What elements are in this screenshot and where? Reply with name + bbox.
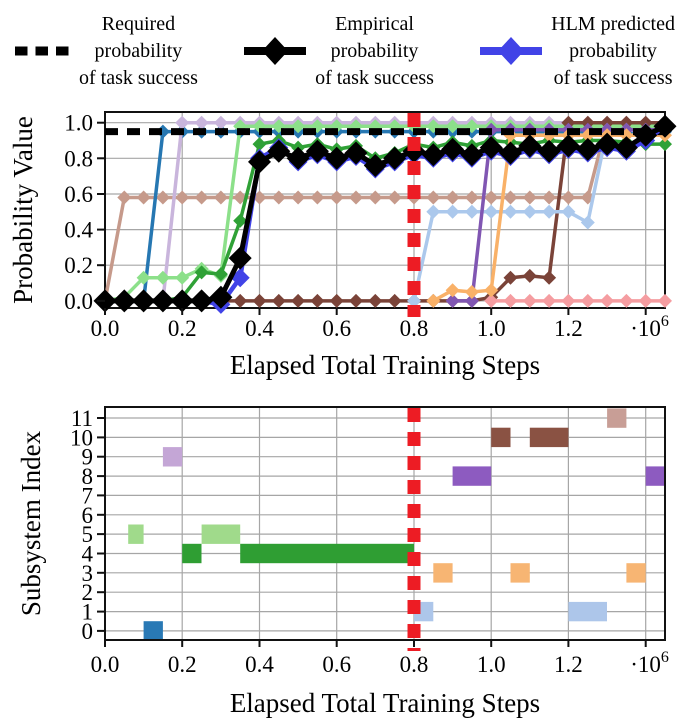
x-tick-label: 1.0 xyxy=(477,652,506,677)
subsystem-active-block xyxy=(645,466,665,486)
y-tick-label: 5 xyxy=(82,522,94,547)
subsystem-active-block xyxy=(568,601,607,622)
y-tick-label: 7 xyxy=(82,483,94,508)
x-axis-exponent: ·106 xyxy=(630,649,669,677)
x-tick-label: 0.0 xyxy=(91,316,120,341)
subsystem-chart-mount: 0.0 0.2 0.4 0.6 0.8 1.0 1.2 ·106 0 1 2 3 4 5 6 7 8 9 10 11 E… xyxy=(0,385,697,724)
probability-chart: 0.0 0.2 0.4 0.6 0.8 1.0 1.2 ·106 0.0 0.2 0.4 0.6 0.8… xyxy=(8,111,677,380)
y-tick-label: 0.0 xyxy=(64,289,93,314)
y-tick-label: 10 xyxy=(70,425,93,450)
legend-label-line: probability xyxy=(94,39,183,62)
marker-diamond xyxy=(262,37,289,65)
y-tick-label: 6 xyxy=(82,503,94,528)
subsystem-active-block xyxy=(143,621,163,641)
y-tick-label: 1.0 xyxy=(64,111,93,136)
x-tick-label: 0.2 xyxy=(168,316,197,341)
x-tick-label: 0.8 xyxy=(400,652,429,677)
subsystem-active-block xyxy=(626,563,646,583)
subsystem-active-block xyxy=(128,524,144,544)
legend-label-line: of task success xyxy=(79,66,198,89)
dashed-line-marker-icon xyxy=(15,46,69,56)
legend-item-empirical: Empirical probability of task success xyxy=(244,11,434,92)
series-empirical-probability xyxy=(93,114,677,313)
subsystem-active-block xyxy=(433,563,453,583)
legend-label-line: of task success xyxy=(315,66,434,89)
y-tick-label: 0.8 xyxy=(64,146,93,171)
y-tick-label: 2 xyxy=(82,580,94,605)
x-tick-label: 0.6 xyxy=(322,652,351,677)
x-axis-label: Elapsed Total Training Steps xyxy=(230,688,540,718)
legend-item-hlm-predicted: HLM predicted probability of task succes… xyxy=(480,11,675,92)
y-tick-label: 0.6 xyxy=(64,182,93,207)
legend-label-required: Required probability of task success xyxy=(79,11,198,92)
series-subsystem-darkbrown xyxy=(213,115,672,308)
y-tick-label: 0 xyxy=(82,619,94,644)
y-tick-label: 3 xyxy=(82,561,94,586)
y-tick-label: 9 xyxy=(82,445,94,470)
y-axis-label: Probability Value xyxy=(8,116,38,304)
subsystem-active-block xyxy=(182,543,202,564)
legend-label-line: of task success xyxy=(553,66,673,89)
x-tick-label: 1.2 xyxy=(554,316,583,341)
y-tick-label: 0.2 xyxy=(64,253,93,278)
subsystem-active-block xyxy=(491,427,511,448)
series-subsystem-purple xyxy=(445,122,672,308)
subsystem-active-block xyxy=(510,563,530,583)
legend-label-line: probability xyxy=(330,39,419,62)
x-tick-label: 1.0 xyxy=(477,316,506,341)
x-axis-label: Elapsed Total Training Steps xyxy=(230,350,540,380)
y-tick-label: 4 xyxy=(82,542,94,567)
black-diamond-marker-icon xyxy=(244,37,307,65)
marker-diamond xyxy=(498,37,525,65)
subsystem-active-block xyxy=(529,427,569,448)
subsystem-active-block xyxy=(452,466,492,486)
x-tick-label: 0.2 xyxy=(168,652,197,677)
series-subsystem-rosybrown xyxy=(98,115,672,308)
x-tick-label: 0.4 xyxy=(245,652,274,677)
series-subsystem-orange xyxy=(426,128,672,308)
series-subsystem-pink xyxy=(484,293,672,308)
y-tick-label: 11 xyxy=(71,406,93,431)
y-tick-label: 1 xyxy=(82,600,94,625)
x-tick-label: 0.4 xyxy=(245,316,274,341)
legend-label-empirical: Empirical probability of task success xyxy=(315,11,434,92)
legend-item-required: Required probability of task success xyxy=(12,11,198,92)
y-tick-label: 0.4 xyxy=(64,218,93,243)
plot-border xyxy=(104,406,666,641)
x-tick-label: 0.0 xyxy=(91,652,120,677)
plot-border xyxy=(104,111,666,309)
legend-label-line: Required xyxy=(101,12,176,35)
y-tick-label: 8 xyxy=(82,464,94,489)
legend-label-line: Empirical xyxy=(335,12,414,35)
x-axis-exponent: ·106 xyxy=(630,313,669,341)
probability-chart-mount: 0.0 0.2 0.4 0.6 0.8 1.0 1.2 ·106 0.0 0.2 0.4 0.6 0.8… xyxy=(0,98,697,385)
subsystem-active-block xyxy=(162,447,183,467)
legend-label-line: HLM predicted xyxy=(551,12,675,35)
subsystem-active-block xyxy=(201,524,241,544)
legend: Required probability of task success Emp… xyxy=(0,0,697,98)
subsystem-active-block xyxy=(240,543,414,564)
subsystem-active-block xyxy=(607,408,627,428)
x-tick-label: 0.6 xyxy=(322,316,351,341)
x-tick-label: 1.2 xyxy=(554,652,583,677)
legend-label-hlm-predicted: HLM predicted probability of task succes… xyxy=(551,11,675,92)
legend-label-line: probability xyxy=(569,39,657,62)
y-axis-label: Subsystem Index xyxy=(16,430,46,616)
blue-diamond-marker-icon xyxy=(480,37,543,65)
x-tick-label: 0.8 xyxy=(400,316,429,341)
